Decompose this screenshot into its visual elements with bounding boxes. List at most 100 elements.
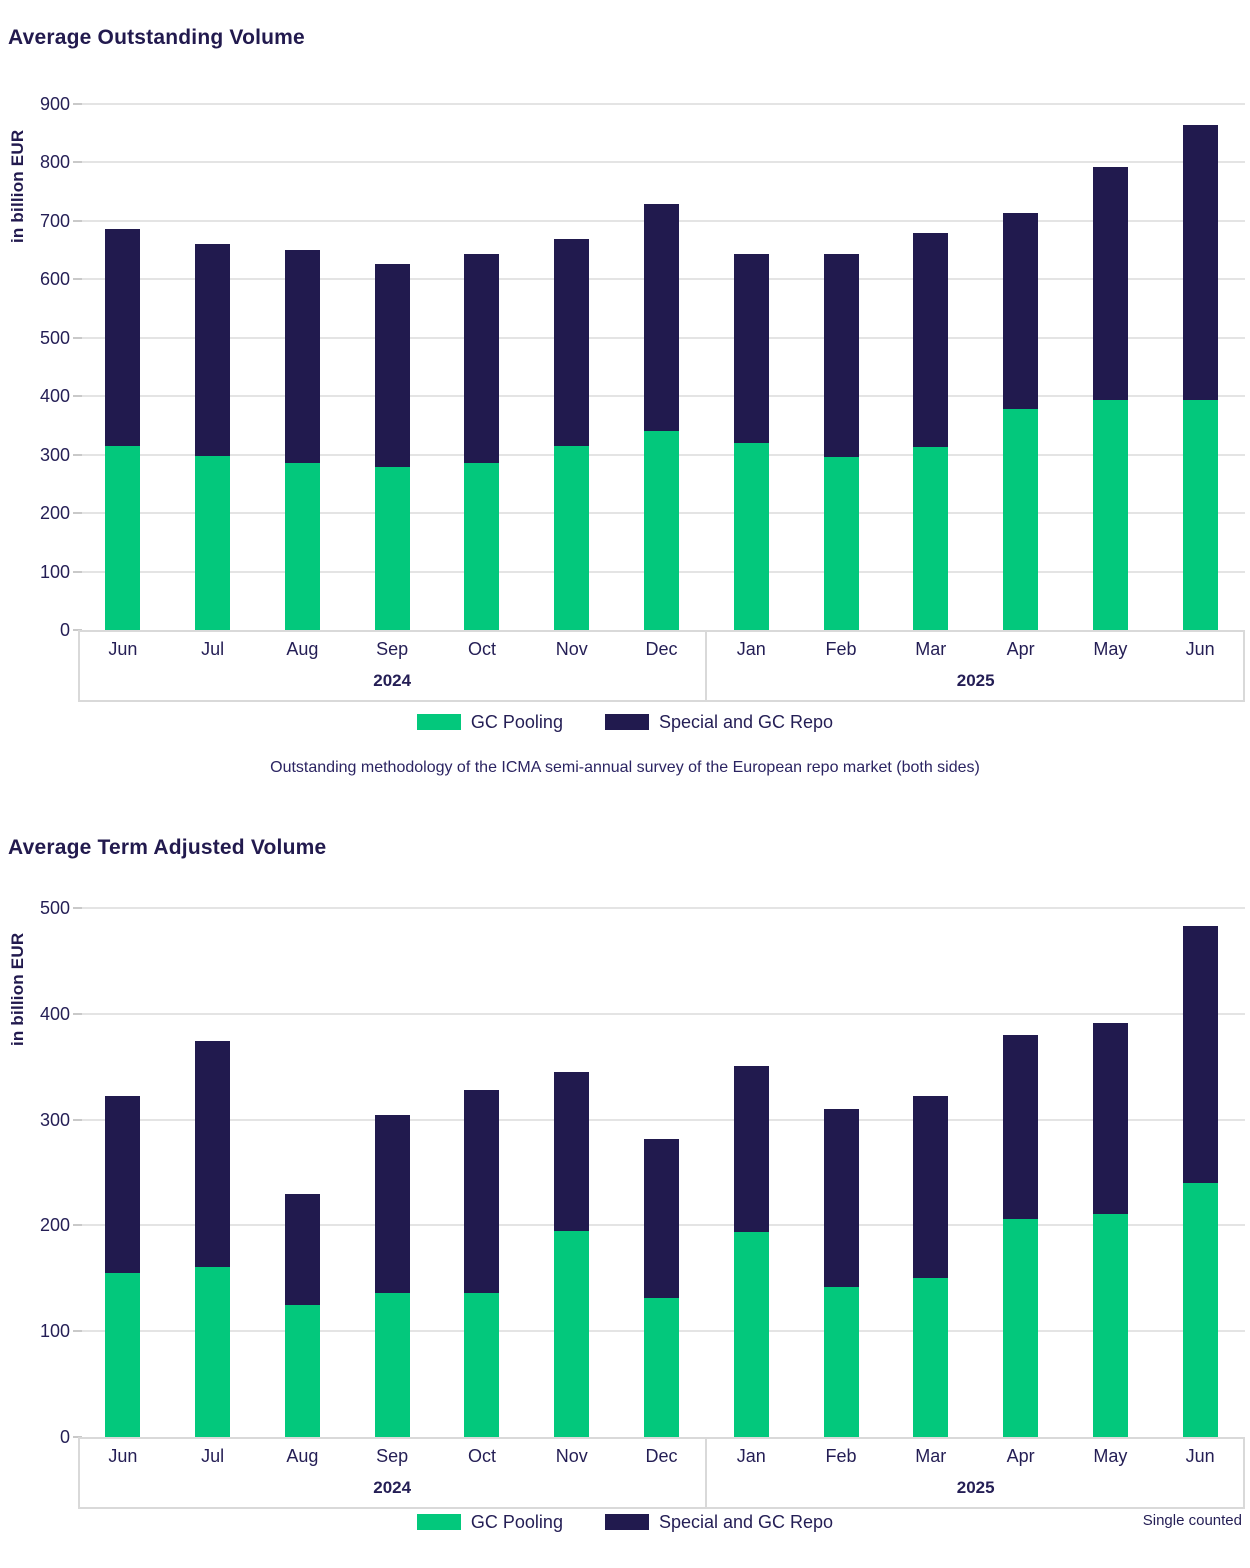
bar-segment-gc-pooling: [554, 1230, 590, 1437]
gridline: [78, 1012, 1245, 1015]
legend-swatch-special-repo: [604, 714, 649, 730]
month-label: Oct: [467, 1446, 496, 1466]
chart1-title: Average Outstanding Volume: [8, 26, 305, 49]
legend-swatch-special-repo: [604, 1514, 649, 1530]
chart2-title: Average Term Adjusted Volume: [8, 836, 327, 859]
y-axis-tick: [73, 1330, 82, 1333]
bar-segment-special-repo: [105, 229, 141, 446]
y-axis-tick-label: 400: [39, 1003, 70, 1024]
y-axis-tick-label: 500: [39, 327, 70, 348]
month-label: Sep: [376, 1446, 409, 1466]
bar-segment-special-repo: [733, 1065, 769, 1232]
year-label: 2025: [956, 671, 995, 690]
y-axis-tick-label: 100: [39, 1321, 70, 1342]
bar-segment-gc-pooling: [1182, 400, 1218, 630]
gridline: [78, 907, 1245, 909]
bar-segment-special-repo: [554, 1071, 590, 1231]
bar-segment-gc-pooling: [644, 430, 679, 630]
y-axis-tick-label: 400: [39, 386, 70, 406]
month-label: May: [1093, 1446, 1128, 1466]
legend-swatch-gc-pooling: [416, 1514, 461, 1530]
bar-segment-gc-pooling: [1092, 1213, 1128, 1437]
legend-label-gc-pooling: GC Pooling: [470, 711, 563, 732]
bar-segment-gc-pooling: [823, 1286, 859, 1437]
y-axis-tick: [73, 907, 82, 909]
year-section-divider: [705, 630, 708, 702]
bar-segment-special-repo: [823, 254, 859, 458]
chart1-footnote: Outstanding methodology of the ICMA semi…: [270, 759, 980, 776]
year-label: 2025: [956, 1478, 995, 1497]
bar-segment-special-repo: [823, 1109, 859, 1287]
bar-segment-gc-pooling: [1003, 1219, 1039, 1437]
bar-segment-gc-pooling: [105, 445, 141, 630]
bar-segment-special-repo: [464, 1089, 500, 1294]
bar-segment-special-repo: [1182, 124, 1218, 401]
month-label: May: [1093, 639, 1128, 659]
y-axis-tick: [73, 161, 82, 163]
y-axis-tick-label: 700: [39, 210, 70, 231]
month-label: Feb: [825, 1446, 857, 1466]
bar-segment-gc-pooling: [284, 463, 320, 630]
bar-segment-special-repo: [105, 1096, 141, 1273]
gridline: [78, 1118, 1245, 1121]
y-axis-tick-label: 0: [59, 1427, 70, 1447]
bar-segment-gc-pooling: [1182, 1183, 1218, 1437]
month-label: Mar: [915, 1446, 947, 1466]
bar-segment-gc-pooling: [464, 463, 500, 630]
year-section-divider: [705, 1437, 708, 1509]
y-axis-tick: [73, 395, 82, 397]
bar-segment-special-repo: [913, 233, 949, 447]
bar-segment-gc-pooling: [733, 1231, 769, 1437]
bar-segment-special-repo: [1182, 925, 1218, 1184]
bar-segment-special-repo: [1092, 1023, 1128, 1214]
month-label: Dec: [645, 639, 678, 659]
month-label: Jun: [1185, 639, 1215, 659]
month-label: Nov: [555, 1446, 588, 1466]
month-label: Dec: [645, 1446, 678, 1466]
y-axis-tick-label: 900: [39, 93, 70, 114]
bar-segment-special-repo: [464, 254, 500, 464]
chart1-legend: GC Pooling Special and GC Repo: [0, 709, 1250, 735]
y-axis-tick-label: 800: [39, 152, 70, 172]
y-axis-tick-label: 100: [39, 561, 70, 582]
y-axis-tick: [73, 1224, 82, 1227]
y-axis-tick-label: 600: [39, 269, 70, 289]
bar-segment-special-repo: [644, 1138, 679, 1299]
bar-segment-gc-pooling: [554, 445, 590, 630]
bar-segment-gc-pooling: [464, 1293, 500, 1437]
y-axis-tick: [73, 629, 82, 631]
month-label: Feb: [825, 639, 857, 659]
bar-segment-gc-pooling: [644, 1298, 679, 1437]
month-label: Aug: [286, 639, 319, 659]
month-label: Jul: [201, 639, 225, 659]
y-axis-tick-label: 200: [39, 503, 70, 523]
bar-segment-gc-pooling: [105, 1273, 141, 1437]
bar-segment-gc-pooling: [823, 457, 859, 630]
month-label: Mar: [915, 639, 947, 659]
month-label: Jan: [736, 639, 766, 659]
bar-segment-special-repo: [284, 1193, 320, 1305]
month-label: Nov: [555, 639, 588, 659]
legend-spacer: [563, 722, 605, 723]
y-axis-tick-label: 300: [39, 444, 70, 465]
bar-segment-special-repo: [1003, 1034, 1039, 1220]
x-axis-label-box: [78, 630, 1245, 702]
bar-segment-special-repo: [195, 244, 231, 457]
month-label: Jan: [736, 1446, 766, 1466]
y-axis-tick: [73, 1436, 82, 1438]
gridline: [78, 161, 1245, 163]
bar-segment-special-repo: [733, 254, 769, 443]
y-axis-tick: [73, 1012, 82, 1015]
y-axis-tick-label: 300: [39, 1109, 70, 1130]
month-label: Oct: [467, 639, 496, 659]
month-label: Jul: [201, 1446, 225, 1466]
bar-segment-gc-pooling: [374, 467, 410, 630]
bar-segment-special-repo: [374, 264, 410, 468]
y-axis-tick: [73, 102, 82, 105]
y-axis-tick: [73, 336, 82, 339]
bar-segment-special-repo: [284, 249, 320, 464]
month-label: Jun: [1185, 1446, 1215, 1466]
bar-segment-gc-pooling: [195, 456, 231, 630]
y-axis-tick: [73, 570, 82, 573]
